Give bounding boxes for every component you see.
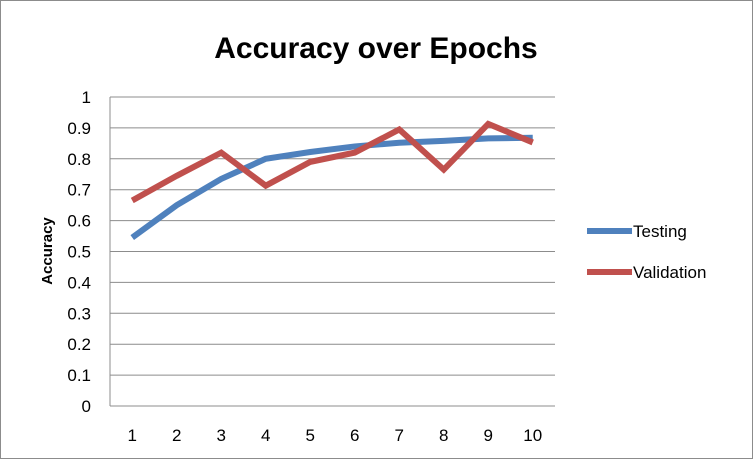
chart-title: Accuracy over Epochs bbox=[214, 32, 537, 65]
x-tick-label: 5 bbox=[306, 426, 315, 445]
y-tick-labels: 0 0.1 0.2 0.3 0.4 0.5 0.6 0.7 0.8 0.9 1 bbox=[67, 88, 91, 416]
y-tick-label: 0.7 bbox=[67, 181, 91, 200]
y-tick-label: 0.1 bbox=[67, 366, 91, 385]
x-tick-label: 4 bbox=[261, 426, 270, 445]
y-axis-label: Accuracy bbox=[39, 217, 56, 285]
x-tick-label: 1 bbox=[128, 426, 137, 445]
gridlines bbox=[109, 96, 555, 407]
y-tick-label: 1 bbox=[82, 88, 91, 107]
x-tick-labels: 1 2 3 4 5 6 7 8 9 10 bbox=[128, 426, 543, 445]
series-line-testing bbox=[130, 134, 533, 241]
series-line-validation bbox=[130, 120, 534, 204]
x-tick-label: 9 bbox=[484, 426, 493, 445]
y-tick-label: 0.5 bbox=[67, 243, 91, 262]
x-tick-label: 3 bbox=[217, 426, 226, 445]
y-tick-label: 0.2 bbox=[67, 335, 91, 354]
y-tick-label: 0.4 bbox=[67, 273, 91, 292]
x-tick-label: 10 bbox=[523, 426, 542, 445]
x-tick-label: 2 bbox=[172, 426, 181, 445]
x-tick-label: 8 bbox=[439, 426, 448, 445]
y-tick-label: 0 bbox=[82, 397, 91, 416]
y-tick-label: 0.9 bbox=[67, 119, 91, 138]
x-tick-label: 7 bbox=[395, 426, 404, 445]
series-lines bbox=[130, 120, 534, 241]
y-tick-label: 0.8 bbox=[67, 150, 91, 169]
y-tick-label: 0.6 bbox=[67, 212, 91, 231]
legend: Testing Validation bbox=[587, 222, 706, 282]
legend-label-validation: Validation bbox=[633, 263, 706, 282]
x-tick-label: 6 bbox=[350, 426, 359, 445]
y-tick-label: 0.3 bbox=[67, 304, 91, 323]
legend-label-testing: Testing bbox=[633, 222, 687, 241]
